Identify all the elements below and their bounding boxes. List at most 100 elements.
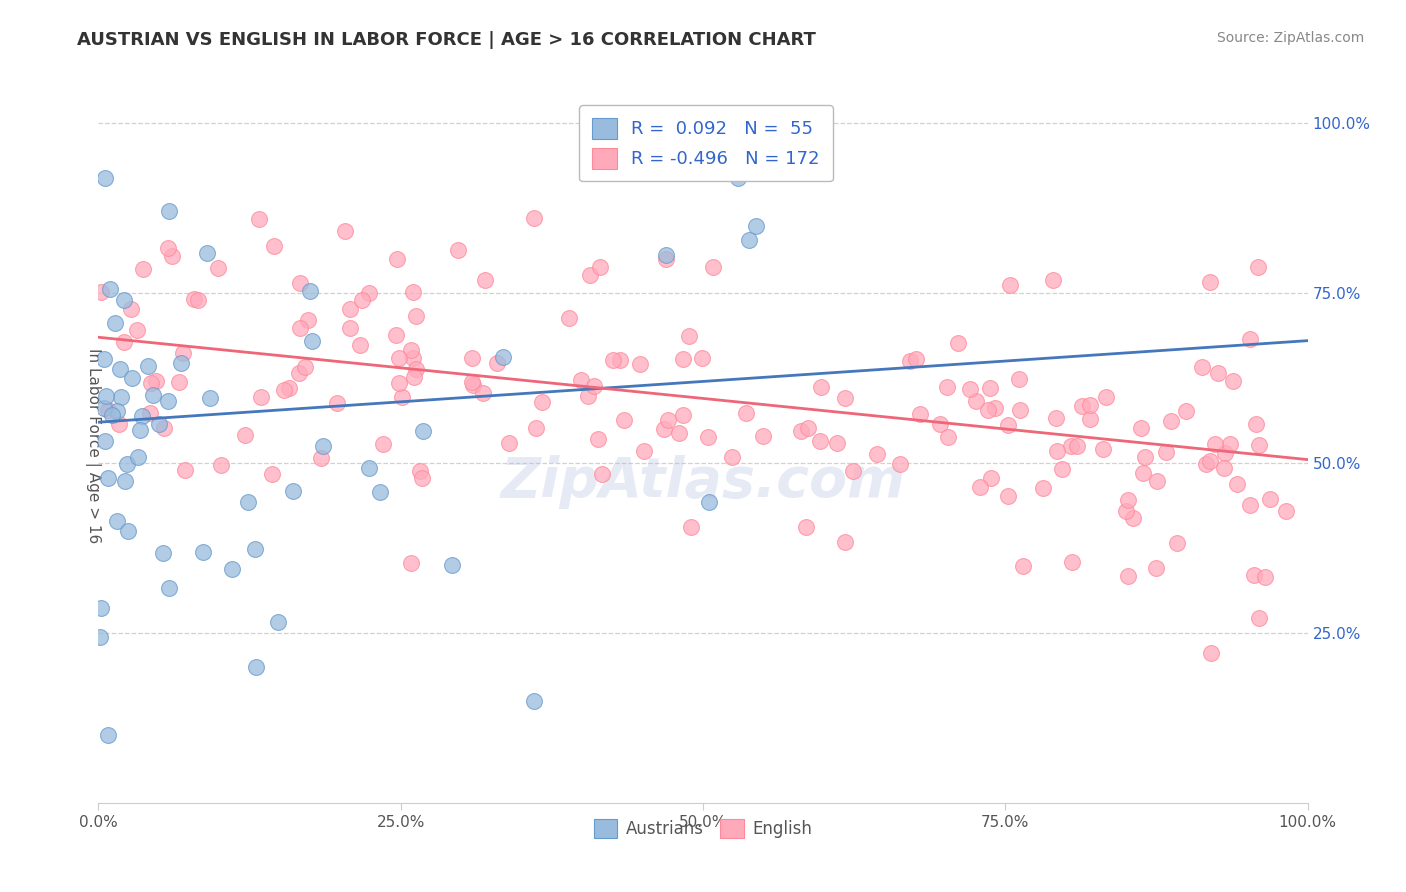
Point: [834, 391, 856, 405]
Point: [387, 252, 409, 267]
Point: [402, 285, 425, 299]
Point: [1247, 611, 1270, 625]
Point: [114, 474, 136, 488]
Point: [1032, 481, 1054, 495]
Point: [678, 329, 700, 343]
Point: [929, 417, 952, 431]
Point: [810, 380, 832, 394]
Point: [298, 284, 321, 298]
Point: [579, 268, 602, 282]
Point: [959, 382, 981, 396]
Point: [1052, 462, 1074, 476]
Point: [388, 376, 411, 391]
Point: [965, 394, 987, 409]
Point: [326, 396, 349, 410]
Point: [368, 484, 391, 499]
Point: [908, 407, 931, 421]
Point: [668, 425, 690, 440]
Point: [1062, 556, 1084, 570]
Point: [1244, 417, 1267, 432]
Point: [1042, 273, 1064, 287]
Point: [935, 380, 957, 394]
Point: [139, 406, 162, 420]
Point: [979, 381, 1001, 395]
Point: [1254, 570, 1277, 584]
Point: [110, 390, 132, 404]
Point: [90, 285, 112, 299]
Point: [388, 351, 411, 365]
Point: [738, 233, 761, 247]
Point: [152, 420, 174, 434]
Point: [997, 489, 1019, 503]
Point: [1154, 445, 1177, 459]
Point: [411, 471, 433, 485]
Point: [702, 260, 724, 274]
Point: [278, 381, 301, 395]
Point: [1226, 477, 1249, 491]
Point: [173, 463, 195, 477]
Point: [187, 293, 209, 307]
Point: [94, 434, 117, 449]
Point: [1206, 366, 1229, 380]
Point: [889, 458, 911, 472]
Point: [145, 374, 167, 388]
Point: [1060, 439, 1083, 453]
Point: [207, 260, 229, 275]
Point: [399, 343, 422, 357]
Point: [183, 292, 205, 306]
Point: [148, 417, 170, 432]
Point: [1132, 467, 1154, 481]
Point: [391, 390, 413, 404]
Point: [108, 362, 131, 376]
Point: [1046, 443, 1069, 458]
Point: [209, 458, 232, 473]
Point: [1175, 404, 1198, 418]
Point: [333, 224, 356, 238]
Point: [157, 204, 180, 219]
Text: ZipAtlas.com: ZipAtlas.com: [501, 455, 905, 508]
Point: [654, 422, 676, 436]
Point: [233, 428, 256, 442]
Point: [157, 241, 180, 255]
Y-axis label: In Labor Force | Age > 16: In Labor Force | Age > 16: [84, 349, 101, 543]
Point: [105, 404, 128, 418]
Point: [1213, 446, 1236, 460]
Point: [273, 384, 295, 398]
Point: [1146, 474, 1168, 488]
Point: [131, 409, 153, 423]
Point: [167, 375, 190, 389]
Point: [1011, 559, 1033, 574]
Point: [157, 393, 180, 408]
Point: [94, 170, 117, 185]
Point: [1198, 275, 1220, 289]
Point: [1198, 454, 1220, 468]
Point: [1191, 360, 1213, 375]
Text: AUSTRIAN VS ENGLISH IN LABOR FORCE | AGE > 16 CORRELATION CHART: AUSTRIAN VS ENGLISH IN LABOR FORCE | AGE…: [77, 31, 817, 49]
Point: [745, 219, 768, 233]
Point: [936, 430, 959, 444]
Point: [969, 480, 991, 494]
Point: [107, 417, 129, 431]
Point: [198, 391, 221, 405]
Point: [385, 327, 408, 342]
Point: [583, 379, 606, 393]
Point: [112, 293, 135, 307]
Point: [172, 346, 194, 360]
Point: [115, 458, 138, 472]
Point: [93, 351, 115, 366]
Point: [441, 558, 464, 572]
Point: [290, 321, 312, 335]
Point: [129, 423, 152, 437]
Point: [136, 359, 159, 373]
Point: [89, 630, 111, 644]
Point: [1129, 421, 1152, 435]
Point: [690, 351, 713, 365]
Point: [672, 408, 695, 422]
Point: [1071, 400, 1094, 414]
Point: [1212, 461, 1234, 475]
Point: [399, 556, 422, 570]
Point: [1275, 504, 1298, 518]
Point: [569, 373, 592, 387]
Point: [195, 246, 218, 260]
Point: [312, 439, 335, 453]
